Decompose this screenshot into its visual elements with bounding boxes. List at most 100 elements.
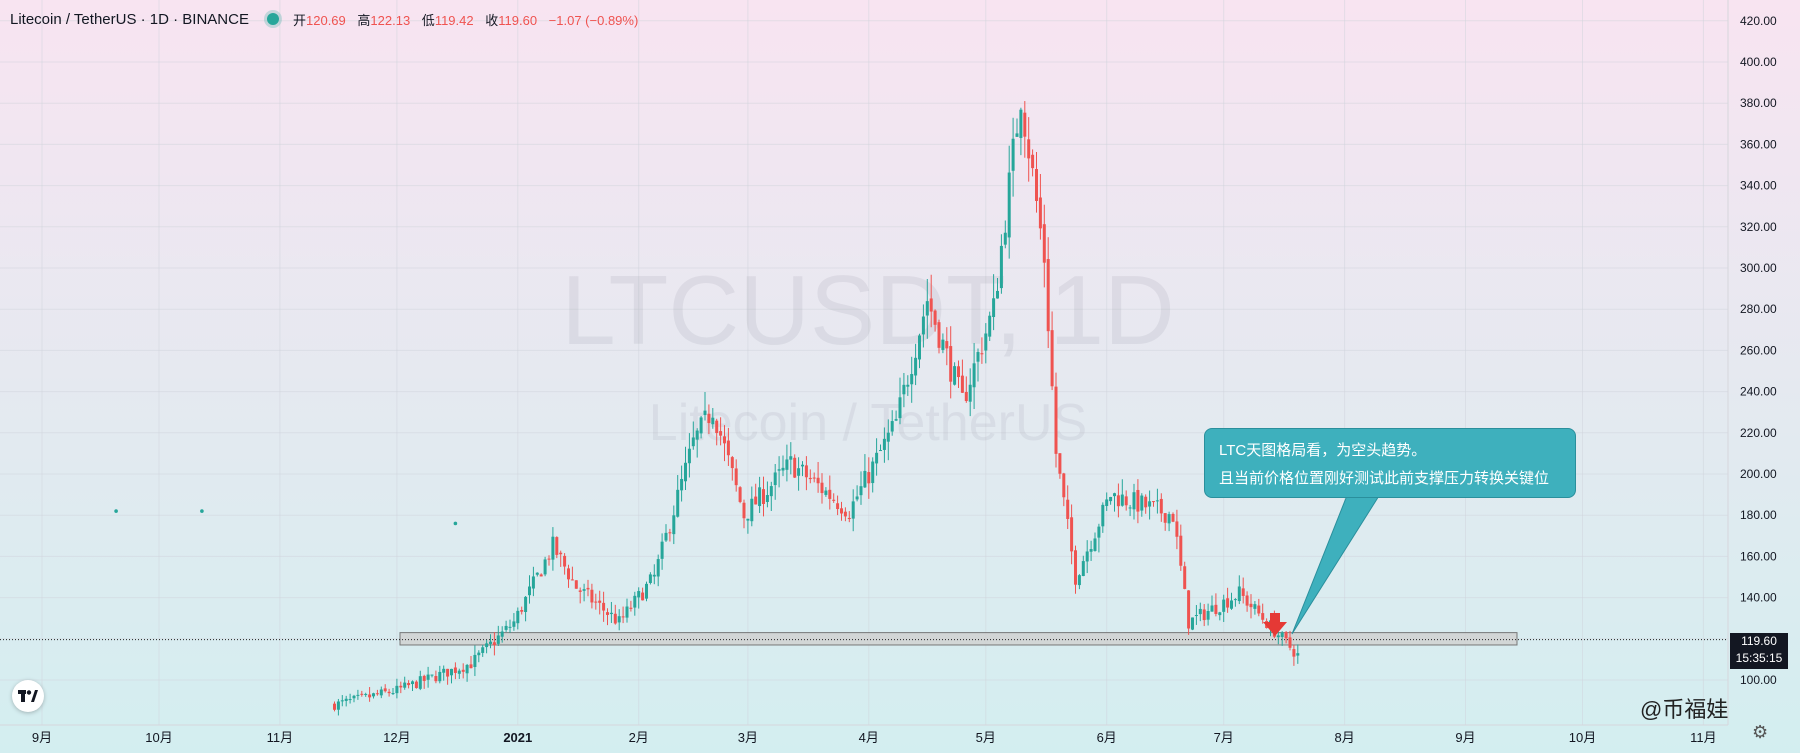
candle [1163, 513, 1167, 531]
candle [473, 645, 477, 677]
analysis-callout[interactable]: LTC天图格局看，为空头趋势。 且当前价格位置刚好测试此前支撑压力转换关键位 [1204, 428, 1576, 498]
candle [886, 419, 890, 461]
candle [360, 690, 364, 697]
indicator-dot [453, 521, 458, 526]
candle [368, 687, 372, 702]
candle [446, 668, 450, 685]
candle [633, 591, 637, 616]
price-tick-label: 220.00 [1740, 426, 1777, 440]
candle [918, 333, 921, 369]
candle [1249, 594, 1253, 619]
candle [976, 348, 980, 382]
time-tick-label: 12月 [383, 730, 410, 745]
time-tick-label: 3月 [738, 730, 758, 745]
candle [882, 427, 886, 463]
candle [1257, 598, 1261, 617]
candle [730, 455, 734, 481]
candle [438, 665, 442, 684]
candle [1031, 149, 1035, 177]
candle [941, 333, 945, 354]
candle [964, 376, 968, 403]
time-tick-label: 10月 [1569, 730, 1596, 745]
candle [832, 493, 836, 503]
candle [949, 326, 953, 399]
candle [375, 689, 379, 696]
candle [1218, 611, 1222, 621]
time-tick-label: 6月 [1097, 730, 1117, 745]
candle [726, 427, 730, 466]
candle [1066, 485, 1070, 530]
candle [816, 462, 820, 493]
candle [1035, 152, 1038, 213]
candle [403, 676, 407, 690]
candle [1155, 488, 1159, 514]
candle [547, 555, 551, 566]
candle [430, 674, 434, 678]
candle [641, 587, 645, 601]
candle [723, 425, 726, 462]
time-tick-label: 2021 [503, 730, 532, 745]
candle [1152, 501, 1155, 507]
close-label: 收 [485, 12, 499, 28]
candle [1148, 490, 1152, 520]
tradingview-logo-icon[interactable] [12, 680, 44, 712]
price-axis[interactable]: 100.00120.00140.00160.00180.00200.00220.… [1740, 14, 1777, 687]
price-tick-label: 360.00 [1740, 137, 1777, 151]
candle [617, 609, 621, 631]
time-tick-label: 9月 [1455, 730, 1475, 745]
candle [1015, 118, 1019, 137]
candle [1241, 577, 1245, 604]
indicator-dot [200, 509, 204, 513]
candle [808, 469, 812, 484]
candle [1214, 593, 1218, 617]
down-arrow-icon [1263, 613, 1287, 636]
close-value: 119.60 [498, 12, 538, 28]
credit-watermark: @币福娃 [1640, 697, 1729, 722]
candle [1175, 509, 1179, 550]
candle [1187, 590, 1191, 635]
candle [570, 566, 574, 581]
callout-line-1: LTC天图格局看，为空头趋势。 [1219, 442, 1427, 459]
ohlc-values: 开120.69 高122.13 低119.42 收119.60 −1.07 (−… [293, 10, 646, 29]
candle [1288, 630, 1292, 651]
candle [1077, 574, 1081, 590]
candle [758, 476, 762, 513]
candle [1109, 496, 1113, 505]
candle [528, 575, 531, 604]
candle [863, 454, 867, 489]
candle [1171, 512, 1175, 523]
candle [543, 556, 547, 577]
watermark-ticker: LTCUSDT, 1D [561, 255, 1175, 365]
candle [980, 337, 984, 364]
candle [598, 590, 602, 615]
candle [411, 680, 414, 691]
candle [395, 678, 399, 699]
candle [742, 499, 746, 529]
candle [1144, 494, 1148, 514]
candle [1058, 453, 1062, 479]
price-tick-label: 300.00 [1740, 261, 1777, 275]
candle [539, 573, 543, 577]
candle [563, 553, 567, 575]
candle [781, 455, 785, 477]
candle [890, 410, 894, 436]
candle [1226, 587, 1230, 613]
time-axis[interactable]: 9月 10月 11月 12月 2021 2月 3月 4月 5月 6月 7月 8月 9月 10月 11月 [32, 730, 1717, 745]
candle [867, 457, 871, 499]
candle [957, 360, 960, 388]
candle [1120, 479, 1124, 507]
candle [684, 446, 687, 491]
candle [988, 311, 992, 342]
candle [734, 459, 738, 492]
gear-icon[interactable]: ⚙ [1752, 722, 1769, 742]
candle [820, 473, 824, 504]
candle [648, 572, 652, 585]
candle [875, 438, 879, 476]
candle [972, 343, 976, 410]
candle [1019, 107, 1023, 156]
candle [594, 593, 598, 610]
symbol-title[interactable]: Litecoin / TetherUS · 1D · BINANCE [10, 10, 249, 28]
candle [629, 600, 633, 612]
time-tick-label: 4月 [859, 730, 879, 745]
